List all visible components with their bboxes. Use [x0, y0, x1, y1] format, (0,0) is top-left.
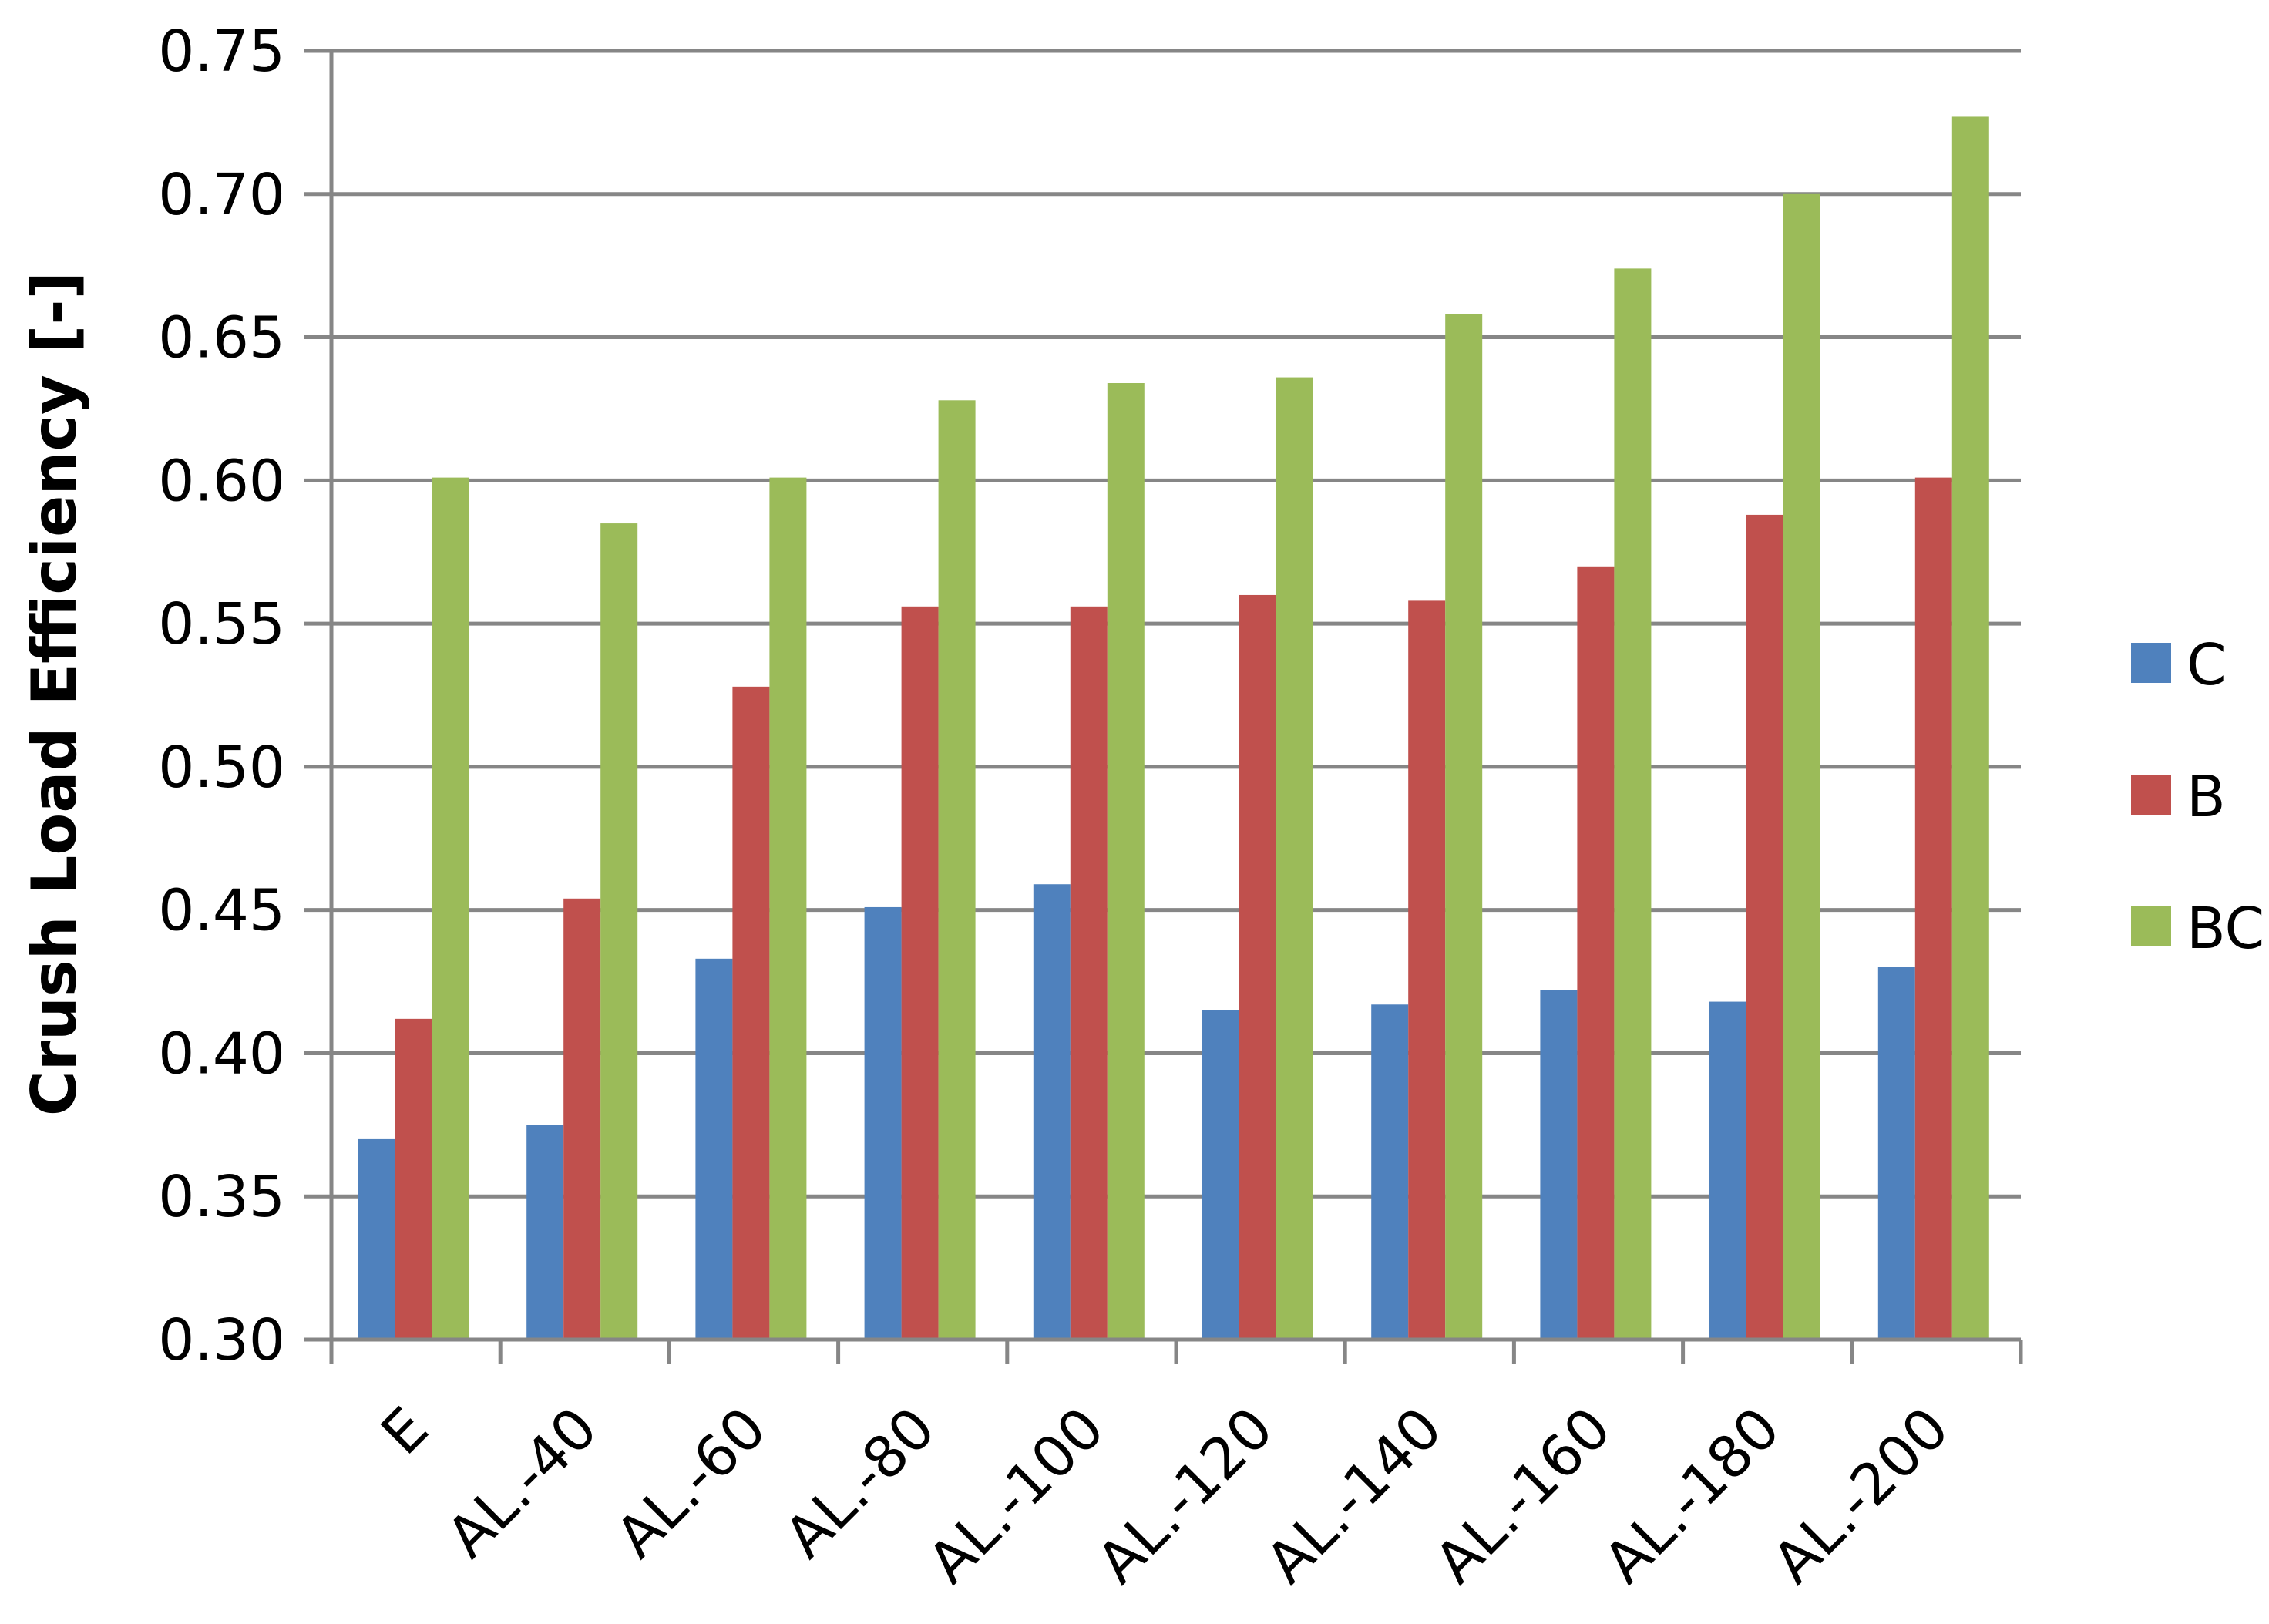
- y-tick-labels: 0.30 0.35 0.40 0.45 0.50 0.55 0.60 0.65 0.70 0.75: [158, 18, 285, 1374]
- bar-b-al200: [1914, 477, 1952, 1340]
- bar-bc-al180: [1783, 193, 1820, 1340]
- bar-b-al100: [1070, 606, 1108, 1340]
- legend-swatch-c: [2131, 643, 2171, 683]
- x-tick-label: AL.-120: [1084, 1395, 1286, 1596]
- bar-b-al40: [563, 898, 601, 1340]
- bar-bc-al120: [1276, 377, 1313, 1340]
- bar-b-al120: [1239, 594, 1276, 1340]
- x-tick-label: AL.-60: [603, 1395, 779, 1571]
- legend-label-b: B: [2187, 764, 2226, 830]
- bar-c-al180: [1709, 1001, 1746, 1340]
- bar-bc-al40: [600, 523, 638, 1340]
- y-tick-label: 0.50: [158, 735, 285, 801]
- bar-b-al160: [1577, 566, 1615, 1340]
- legend-swatch-b: [2131, 775, 2171, 815]
- bar-c-e: [358, 1138, 395, 1340]
- legend-label-bc: BC: [2187, 896, 2264, 962]
- y-tick-label: 0.70: [158, 162, 285, 228]
- y-tick-label: 0.75: [158, 18, 285, 85]
- bar-c-al140: [1371, 1004, 1409, 1340]
- bar-b-al80: [901, 606, 939, 1340]
- y-tick-label: 0.30: [158, 1307, 285, 1374]
- axes: [329, 51, 2023, 1364]
- bar-bc-al80: [938, 400, 976, 1340]
- y-tick-label: 0.35: [158, 1164, 285, 1230]
- bar-c-al120: [1202, 1010, 1239, 1340]
- y-tick-label: 0.45: [158, 878, 285, 944]
- bar-bc-al60: [769, 477, 807, 1340]
- bar-bc-al160: [1614, 268, 1652, 1340]
- bar-c-al80: [864, 906, 902, 1340]
- bar-c-al60: [695, 958, 733, 1340]
- bar-bc-al100: [1107, 383, 1145, 1340]
- x-tick-label: AL.-180: [1592, 1395, 1793, 1596]
- bar-c-al200: [1877, 967, 1915, 1340]
- legend: CB BC: [2131, 632, 2264, 962]
- bar-c-al40: [526, 1125, 564, 1340]
- y-tick-label: 0.40: [158, 1020, 285, 1087]
- bar-bc-al200: [1951, 116, 1989, 1340]
- bar-bc-al140: [1445, 314, 1483, 1340]
- x-tick-label: AL.-40: [435, 1395, 610, 1571]
- x-tick-label: AL.-100: [916, 1395, 1117, 1596]
- bar-b-e: [395, 1018, 432, 1340]
- x-tick-label: AL.-200: [1760, 1395, 1961, 1596]
- y-tick-label: 0.60: [158, 448, 285, 514]
- legend-label-c: C: [2187, 632, 2227, 698]
- bar-c-al100: [1033, 884, 1071, 1340]
- bar-b-al180: [1746, 514, 1783, 1340]
- legend-swatch-bc: [2131, 906, 2171, 946]
- x-tick-label: AL.-140: [1253, 1395, 1454, 1596]
- bar-b-al60: [732, 686, 770, 1340]
- y-axis-title: Crush Load Efficiency [-]: [18, 271, 90, 1116]
- x-tick-label: E: [368, 1395, 441, 1468]
- y-tick-label: 0.55: [158, 591, 285, 657]
- x-tick-labels: EAL.-40AL.-60AL.-80AL.-100AL.-120AL.-140…: [368, 1395, 1961, 1596]
- bar-b-al140: [1408, 600, 1446, 1340]
- y-tick-label: 0.65: [158, 305, 285, 372]
- bar-bc-e: [432, 477, 469, 1340]
- x-tick-label: AL.-160: [1423, 1395, 1624, 1596]
- bars: [358, 116, 1989, 1340]
- bar-c-al160: [1540, 990, 1578, 1340]
